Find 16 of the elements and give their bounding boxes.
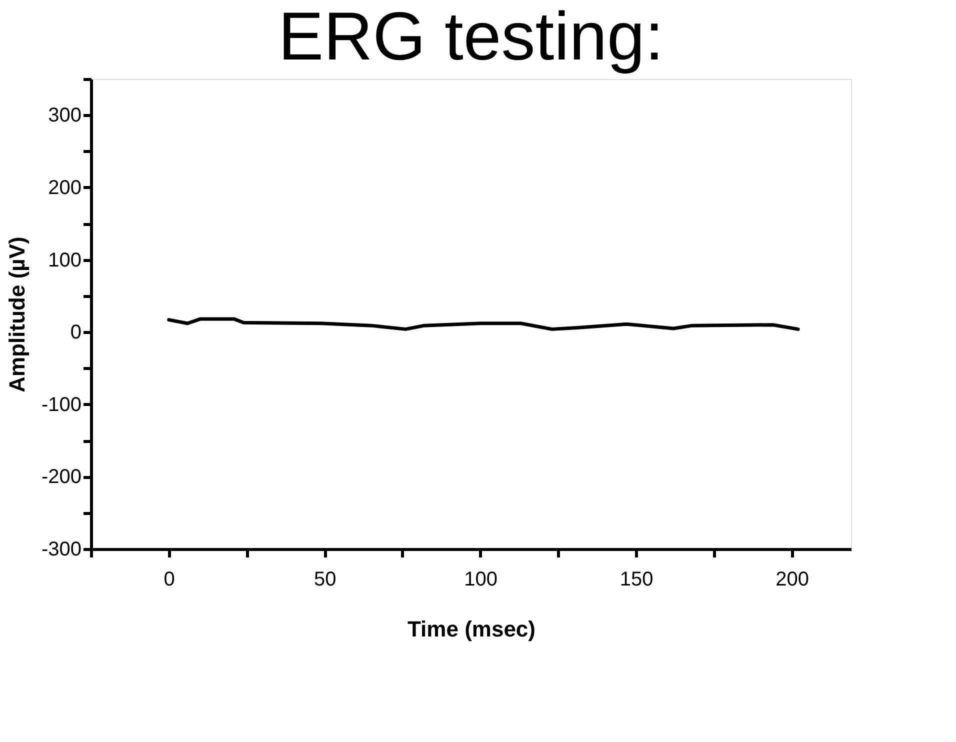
y-tick-label: 200 <box>48 176 82 199</box>
x-tick-label: 100 <box>464 568 498 590</box>
line-series <box>167 317 800 331</box>
y-tick-label: -100 <box>41 394 82 416</box>
x-tick-label: 50 <box>314 568 336 590</box>
y-axis-title: Amplitude (µV) <box>4 236 30 392</box>
y-tick-label: 100 <box>48 249 82 272</box>
y-tick-label: -300 <box>41 538 82 560</box>
x-tick-label: 0 <box>164 568 175 590</box>
x-axis-title: Time (msec) <box>408 616 536 642</box>
x-tick-label: 150 <box>620 568 654 590</box>
y-tick-label: 0 <box>70 322 82 344</box>
y-tick-label: 300 <box>48 104 82 127</box>
x-tick-label: 200 <box>776 568 810 590</box>
y-tick-label: -200 <box>41 466 82 488</box>
chart-title: ERG testing: <box>278 0 664 74</box>
